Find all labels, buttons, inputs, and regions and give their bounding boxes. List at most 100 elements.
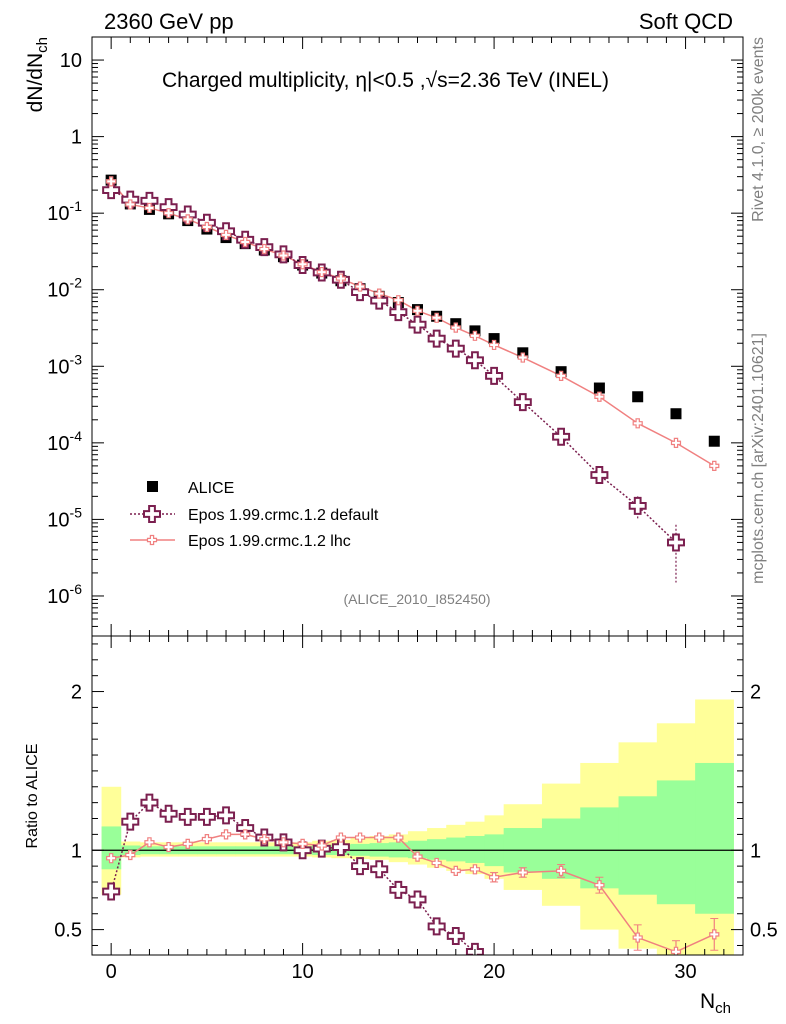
main-y-axis-label: dN/dNch [24,37,51,112]
ratio-point-epos-lhc [278,837,289,848]
data-point-epos-default [102,181,121,200]
data-point-alice [488,333,500,345]
main-axes: 10 1 10-1 10-2 10-3 10-4 10-5 10-6 [47,36,744,637]
data-point-epos-default [552,427,571,446]
main-y-tick-label: 10-2 [47,275,82,302]
data-point-epos-default [628,496,647,515]
ratio-point-epos-default [197,807,216,826]
ratio-point-epos-lhc [297,838,308,850]
process-label: Soft QCD [639,9,733,34]
data-point-epos-lhc [125,199,136,210]
data-point-epos-default [351,283,370,302]
rivet-version-note: Rivet 4.1.0, ≥ 200k events [750,37,767,222]
data-point-epos-lhc [354,281,366,292]
data-point-epos-lhc [594,391,605,402]
ratio-point-epos-lhc [335,832,347,843]
band-inner [446,837,466,862]
legend-marker-alice [147,481,158,492]
data-point-epos-lhc [278,250,289,261]
ratio-point-epos-lhc [556,865,567,876]
data-point-epos-default [590,466,609,485]
data-point-epos-lhc [297,259,308,270]
ratio-point-epos-lhc [517,867,528,878]
data-point-epos-lhc [709,460,720,471]
data-point-alice [632,391,644,403]
data-point-epos-lhc [144,202,155,214]
ratio-point-epos-lhc [220,829,232,840]
ratio-point-epos-lhc [709,929,720,940]
legend-marker-lhc-shape [146,534,158,546]
data-point-epos-lhc [106,176,117,187]
data-point-epos-lhc [374,288,385,299]
ratio-y-tick-label-right: 2 [750,682,761,704]
plot-title-prefix: Charged multiplicity, [162,69,355,92]
analysis-id-label: (ALICE_2010_I852450) [343,591,490,607]
ratio-point-epos-default [351,857,370,876]
legend-label-alice: ALICE [188,480,234,497]
data-point-epos-lhc [393,295,404,306]
band-inner [407,840,428,859]
ratio-point-epos-lhc [144,837,155,848]
main-y-tick-label: 10-6 [47,581,82,608]
ratio-line-epos-default [110,801,476,953]
legend-label-lhc: Epos 1.99.crmc.1.2 lhc [188,533,351,550]
data-point-epos-lhc [469,330,481,341]
data-point-epos-default [370,291,389,310]
data-point-alice [670,408,682,420]
plot-title-energy: s=2.36 TeV (INEL) [437,69,609,92]
mcplots-reference-note: mcplots.cern.ch [arXiv:2401.10621] [750,333,767,584]
data-point-epos-lhc [488,339,500,351]
data-point-epos-default [666,533,685,552]
ratio-point-epos-lhc [469,864,481,875]
ratio-point-epos-lhc [354,832,366,843]
ratio-y-tick-label-right: 1 [750,840,761,862]
ratio-point-epos-lhc [450,865,461,876]
ratio-y-tick-label-left: 2 [71,682,82,704]
ratio-point-epos-lhc [393,832,404,843]
ratio-axes: 0.5 0.51 12 20 10 20 30 [54,635,778,983]
data-point-epos-default [408,315,427,334]
plot-title: Charged multiplicity, η|<0.5 ,√s=2.36 Te… [162,69,609,92]
band-inner [580,807,620,889]
data-point-epos-default [427,329,446,348]
main-y-tick-label: 10-3 [47,351,82,378]
data-point-epos-lhc [450,322,461,333]
ratio-point-epos-lhc [182,838,193,850]
band-inner [656,780,696,905]
main-series-layer [102,174,720,583]
legend: ALICE Epos 1.99.crmc.1.2 default Epos 1.… [130,480,379,550]
data-point-epos-lhc [163,208,174,219]
plot-title-eta: η [355,69,367,92]
band-inner [465,835,486,863]
ratio-point-epos-default [140,793,159,812]
x-axis-label: Nch [700,990,731,1017]
ratio-point-epos-default [446,926,465,945]
legend-marker-default [143,505,161,523]
legend-label-default: Epos 1.99.crmc.1.2 default [188,507,379,524]
ratio-point-epos-lhc [488,872,500,883]
ratio-point-epos-default [121,812,140,831]
data-point-epos-default [446,339,465,358]
ratio-point-epos-lhc [316,840,327,851]
data-point-epos-lhc [670,437,682,448]
ratio-point-epos-lhc [106,853,117,864]
data-point-epos-lhc [517,352,528,363]
main-y-tick-label: 1 [71,127,82,149]
data-point-epos-default [485,366,504,385]
main-y-tick-label: 10-4 [47,428,82,455]
ratio-point-epos-default [217,806,236,825]
main-y-tick-label: 10 [60,50,82,72]
data-point-epos-lhc [431,312,442,323]
ratio-point-epos-lhc [670,946,682,955]
data-point-epos-lhc [556,370,567,381]
band-inner [427,839,447,860]
ratio-point-epos-lhc [201,834,212,845]
data-point-epos-lhc [412,305,423,316]
ratio-point-epos-lhc [125,849,136,861]
data-point-epos-default [513,393,532,412]
ratio-point-epos-default [331,838,350,857]
main-y-tick-label: 10-1 [47,198,82,225]
ratio-series-layer [102,793,720,955]
ratio-point-epos-lhc [163,841,174,853]
